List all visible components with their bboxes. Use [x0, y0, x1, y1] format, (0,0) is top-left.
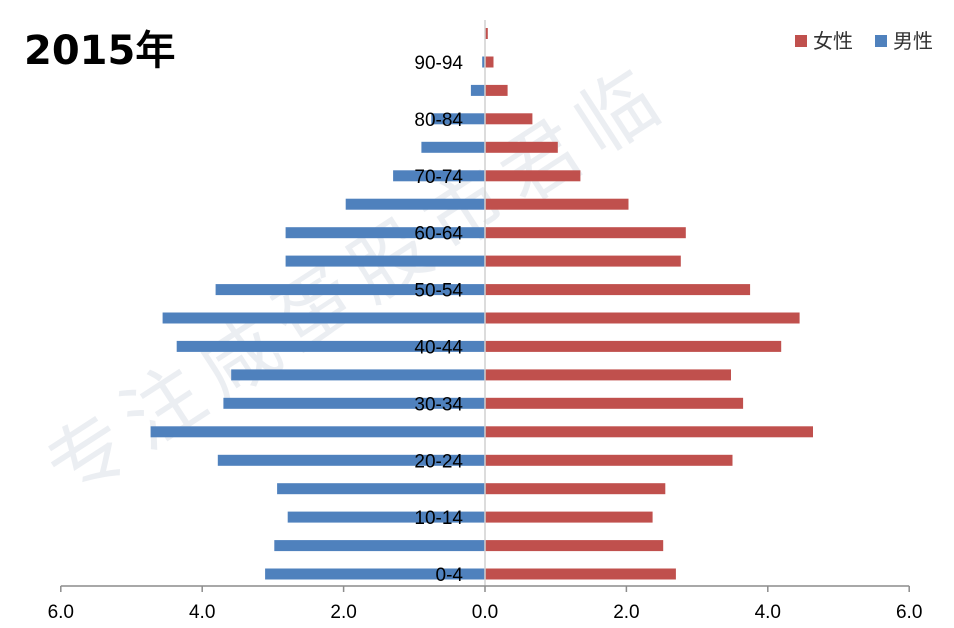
x-tick-label: 6.0: [48, 602, 74, 623]
legend-swatch-female: [795, 35, 807, 47]
legend-swatch-male: [875, 35, 887, 47]
female-bar-25-29: [485, 426, 813, 438]
female-bar-30-34: [485, 397, 744, 409]
female-bar-10-14: [485, 511, 653, 523]
male-bar-30-34: [223, 397, 485, 409]
male-bar-25-29: [150, 426, 485, 438]
female-bar-95+: [485, 28, 488, 39]
male-bar-35-39: [231, 369, 485, 381]
age-label-80-84: 80-84: [414, 110, 463, 131]
male-bar-10-14: [287, 511, 485, 523]
female-bar-75-79: [485, 141, 558, 153]
male-bar-45-49: [162, 312, 485, 324]
watermark-text: 专注咸蛋股市君临: [31, 48, 684, 516]
female-bar-90-94: [485, 56, 494, 68]
female-bar-35-39: [485, 369, 731, 381]
female-bar-20-24: [485, 454, 733, 466]
female-bar-70-74: [485, 170, 581, 182]
female-bar-40-44: [485, 340, 782, 352]
female-bar-0-4: [485, 568, 676, 580]
male-bar-50-54: [215, 284, 485, 296]
age-label-20-24: 20-24: [414, 451, 463, 472]
male-bar-80-84: [431, 113, 485, 125]
female-bar-55-59: [485, 255, 681, 267]
chart-title: 2015年: [24, 28, 175, 74]
male-bar-65-69: [345, 198, 485, 210]
female-bar-60-64: [485, 227, 686, 239]
male-bar-5-9: [274, 540, 485, 552]
female-bar-5-9: [485, 540, 664, 552]
female-bar-80-84: [485, 113, 533, 125]
female-bar-50-54: [485, 284, 751, 296]
age-labels-group: 0-4 10-14 20-24 30-34 40-44 50-54 60-64 70-74 80…: [414, 53, 463, 586]
female-bar-45-49: [485, 312, 800, 324]
male-bar-40-44: [176, 340, 485, 352]
age-label-60-64: 60-64: [414, 224, 463, 245]
x-tick-label: 4.0: [189, 602, 215, 623]
age-label-90-94: 90-94: [414, 53, 463, 74]
legend: 女性 男性: [795, 29, 933, 53]
age-label-10-14: 10-14: [414, 508, 463, 529]
x-tick-label: 2.0: [613, 602, 639, 623]
male-bar-55-59: [285, 255, 485, 267]
legend-label-male: 男性: [893, 29, 933, 53]
legend-label-female: 女性: [813, 29, 853, 53]
male-bar-90-94: [482, 56, 485, 68]
female-bar-85-89: [485, 84, 508, 96]
age-label-30-34: 30-34: [414, 394, 463, 415]
female-bar-65-69: [485, 198, 629, 210]
female-bar-15-19: [485, 483, 666, 495]
male-bar-60-64: [285, 227, 485, 239]
male-bar-20-24: [217, 454, 486, 466]
male-bar-15-19: [277, 483, 485, 495]
x-tick-label: 4.0: [755, 602, 781, 623]
x-axis: 6.0 4.0 2.0 0.0 2.0 4.0 6.0: [48, 585, 922, 623]
age-label-50-54: 50-54: [414, 281, 463, 302]
age-label-40-44: 40-44: [414, 337, 463, 358]
age-label-70-74: 70-74: [414, 167, 463, 188]
x-tick-label: 0.0: [472, 602, 498, 623]
male-bar-0-4: [265, 568, 485, 580]
x-tick-label: 6.0: [896, 602, 922, 623]
male-bar-70-74: [393, 170, 485, 182]
bars-group: [150, 28, 813, 580]
male-bar-85-89: [470, 84, 485, 96]
age-label-0-4: 0-4: [436, 565, 464, 586]
male-bar-75-79: [421, 141, 485, 153]
x-tick-label: 2.0: [330, 602, 356, 623]
